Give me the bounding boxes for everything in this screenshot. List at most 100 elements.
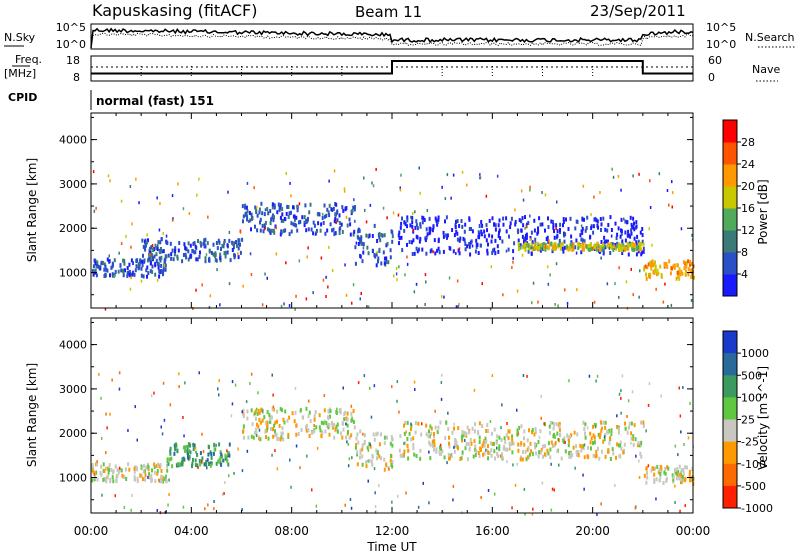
echo-cell [166,464,168,469]
echo-cell [276,419,278,424]
echo-cell [633,227,636,232]
echo-cell [616,241,619,246]
echo-cell [280,408,283,413]
echo-cell [616,425,619,429]
echo-cell [562,217,565,222]
echo-cell [283,420,286,425]
echo-cell [224,453,227,458]
echo-cell [567,227,570,231]
beam-title: Beam 11 [355,3,422,21]
echo-cell [266,424,268,428]
echo-speck [450,196,452,200]
echo-speck [218,393,220,397]
echo-cell [672,475,675,479]
echo-cell [522,245,525,250]
echo-speck [601,426,603,430]
echo-speck [98,372,100,376]
echo-cell [323,203,326,208]
echo-cell [360,241,363,246]
echo-cell [259,420,262,425]
echo-cell [524,215,526,220]
echo-cell [645,272,647,277]
velocity-panel-frame [90,317,694,514]
echo-cell [434,425,437,430]
echo-speck [639,269,641,273]
echo-speck [489,307,492,311]
echo-cell [279,407,282,411]
echo-cell [195,257,198,262]
echo-cell [194,250,197,255]
echo-speck [331,269,334,272]
echo-cell [186,448,189,453]
echo-cell [305,228,308,233]
echo-cell [359,429,362,434]
echo-cell [352,420,355,424]
echo-speck [283,302,285,306]
echo-cell [567,436,570,441]
echo-cell [513,241,516,246]
echo-cell [108,259,111,264]
echo-cell [577,246,580,251]
echo-cell [503,436,506,441]
echo-cell [212,242,215,247]
echo-cell [286,418,289,423]
echo-speck [506,460,508,464]
echo-cell [391,437,394,442]
echo-cell [547,225,550,229]
echo-cell [389,248,392,253]
echo-cell [368,441,371,446]
echo-speck [187,456,189,460]
echo-speck [315,504,318,508]
echo-cell [106,466,109,471]
echo-cell [660,465,663,469]
echo-cell [155,463,158,468]
y-tick-label: 1000 [59,267,87,280]
echo-speck [651,243,653,247]
echo-cell [102,462,105,467]
echo-cell [621,248,624,253]
echo-cell [352,205,355,210]
echo-cell [398,236,401,240]
echo-cell [242,408,245,413]
echo-cell [529,441,532,446]
echo-speck [222,459,224,463]
echo-cell [124,268,126,273]
echo-speck [627,399,630,403]
echo-cell [342,208,345,213]
echo-cell [192,442,195,447]
echo-cell [183,242,186,247]
echo-cell [556,431,559,436]
echo-cell [490,431,493,436]
echo-cell [313,417,316,422]
echo-speck [490,265,493,269]
echo-speck [461,170,464,174]
echo-speck [209,294,212,298]
echo-cell [390,229,393,234]
echo-cell [264,429,267,434]
echo-cell [146,265,149,270]
echo-cell [474,429,476,434]
echo-cell [308,210,311,215]
echo-cell [463,238,466,243]
echo-speck [550,462,552,466]
echo-cell [274,433,277,438]
echo-cell [148,252,151,257]
echo-cell [280,435,283,440]
echo-speck [448,276,451,280]
echo-cell [198,254,201,259]
echo-cell [468,217,471,222]
echo-cell [636,242,639,247]
echo-cell [144,477,147,482]
echo-cell [558,424,561,429]
echo-cell [371,462,374,467]
echo-cell [220,246,222,251]
echo-cell [665,262,668,266]
echo-cell [192,447,195,452]
echo-cell [595,449,598,454]
echo-speck [336,407,338,411]
echo-cell [540,447,543,452]
echo-cell [272,434,275,439]
echo-cell [160,263,163,268]
echo-speck [328,179,330,183]
echo-cell [523,236,525,241]
